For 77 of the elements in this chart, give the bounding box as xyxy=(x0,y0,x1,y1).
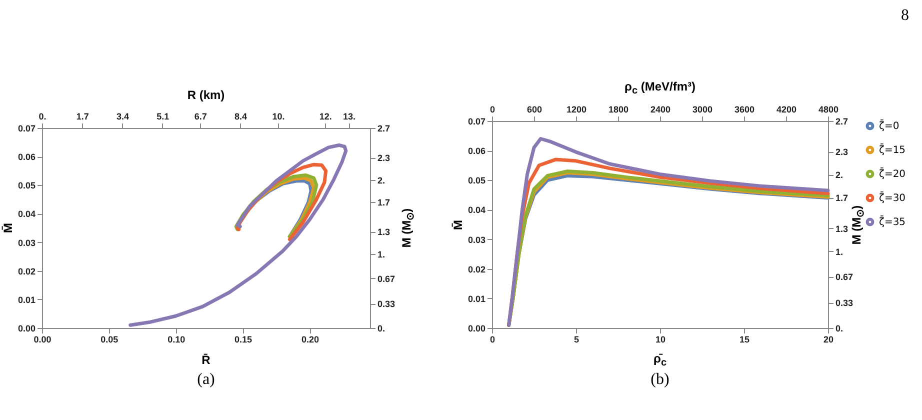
x2-axis-title: ρ$_{c}$ (MeV/fm³) xyxy=(624,79,696,97)
x2-tick-label: 3000 xyxy=(692,104,713,114)
y-tick-label: 0.00 xyxy=(18,324,36,334)
y-tick-label: 0.02 xyxy=(18,266,36,276)
y-tick-label: 0.05 xyxy=(468,176,486,186)
y2-tick-label: 2.3 xyxy=(836,147,848,158)
y2-tick-label: 0.67 xyxy=(836,272,854,282)
y-tick-label: 0.03 xyxy=(18,238,36,248)
text: (a) xyxy=(197,371,215,389)
x-tick-label: 10 xyxy=(655,334,666,344)
y-tick-label: 0.05 xyxy=(18,180,36,191)
y-tick-label: 0.01 xyxy=(468,294,486,304)
x2-tick-label: 10. xyxy=(272,112,285,122)
x2-tick-label: 0. xyxy=(38,112,46,122)
x-tick-label: 0.15 xyxy=(234,334,252,344)
y-tick-label: 0.04 xyxy=(18,209,36,220)
y-tick-label: 0.02 xyxy=(468,264,486,274)
legend-label: ζ̄=20 xyxy=(879,167,906,180)
y2-tick-label: 1.3 xyxy=(836,224,848,234)
x2-axis-title: R (km) xyxy=(187,88,225,102)
y2-tick-label: 1.7 xyxy=(836,193,848,204)
x-tick-label: 0.10 xyxy=(168,334,186,344)
x2-tick-label: 4200 xyxy=(776,104,797,114)
y2-tick-label: 2.7 xyxy=(378,124,390,134)
y-tick-label: 0.06 xyxy=(468,146,486,156)
x-tick-label: 0.00 xyxy=(34,334,52,344)
y2-tick-label: 1.7 xyxy=(378,198,390,208)
x-tick-label: 0.20 xyxy=(301,334,320,344)
line-series xyxy=(128,143,348,327)
x2-tick-label: 8.4 xyxy=(234,112,247,122)
x2-tick-label: 3.4 xyxy=(116,112,129,122)
y2-tick-label: 2. xyxy=(836,170,844,180)
x-axis-title: ρ̄$_{c}$ xyxy=(654,351,666,369)
y-tick-label: 0.04 xyxy=(468,205,486,216)
x2-tick-label: 1.7 xyxy=(76,112,89,122)
y2-tick-label: 0.67 xyxy=(378,274,396,284)
x2-tick-label: 5.1 xyxy=(156,112,170,122)
y-tick-label: 0.06 xyxy=(18,152,36,162)
x2-tick-label: 3600 xyxy=(734,104,755,114)
x2-tick-label: 0 xyxy=(490,104,496,114)
y2-tick-label: 0. xyxy=(836,324,844,334)
y2-tick-label: 1. xyxy=(378,249,386,260)
x2-tick-label: 600 xyxy=(526,104,542,114)
y2-tick-label: 2. xyxy=(378,175,386,186)
y-axis-title: M̄ xyxy=(1,223,15,233)
y2-tick-label: 0.33 xyxy=(836,298,854,308)
x2-tick-label: 1800 xyxy=(608,104,629,114)
legend-label: ζ̄=30 xyxy=(879,191,906,204)
y-tick-label: 0.00 xyxy=(468,324,486,334)
legend-label: ζ̄=0 xyxy=(879,119,900,132)
y-tick-label: 0.01 xyxy=(18,294,36,305)
y-tick-label: 0.07 xyxy=(468,116,486,126)
y2-tick-label: 2.7 xyxy=(836,116,848,126)
x2-tick-label: 6.7 xyxy=(194,112,207,122)
x2-tick-label: 2400 xyxy=(650,104,671,114)
x2-tick-label: 1200 xyxy=(566,104,587,114)
text: (b) xyxy=(650,371,670,389)
x-tick-label: 15 xyxy=(739,334,750,344)
y-tick-label: 0.07 xyxy=(18,124,36,134)
x-tick-label: 20 xyxy=(823,334,834,344)
y2-tick-label: 2.3 xyxy=(378,153,390,164)
x-axis-title: R̄ xyxy=(202,353,210,367)
x-tick-label: 0 xyxy=(490,334,496,344)
y2-tick-label: 0.33 xyxy=(378,299,396,310)
x2-tick-label: 12. xyxy=(319,112,332,122)
y-tick-label: 0.03 xyxy=(468,234,486,245)
y2-tick-label: 0. xyxy=(378,324,386,334)
legend-label: ζ̄=15 xyxy=(879,143,906,156)
x2-tick-label: 13. xyxy=(343,112,356,122)
y2-tick-label: 1. xyxy=(836,246,844,257)
y-axis-title: M̄ xyxy=(451,220,465,230)
x-tick-label: 0.05 xyxy=(100,334,118,344)
y2-tick-label: 1.3 xyxy=(378,227,390,238)
text: 8 xyxy=(901,7,909,25)
legend-label: ζ̄=35 xyxy=(879,215,906,228)
x-tick-label: 5 xyxy=(574,334,580,344)
x2-tick-label: 4800 xyxy=(818,104,839,114)
